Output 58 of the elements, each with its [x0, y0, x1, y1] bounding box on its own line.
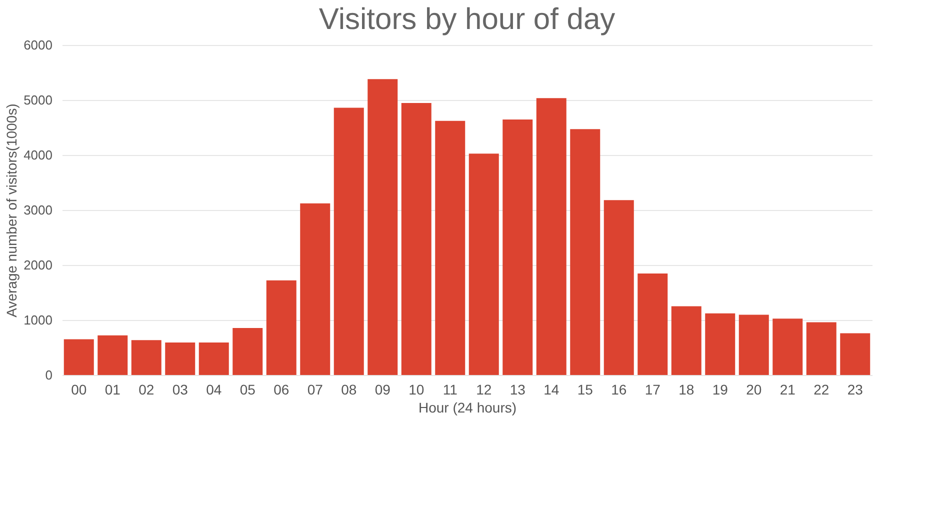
bar	[468, 154, 499, 375]
x-tick-label: 07	[307, 382, 324, 398]
y-axis-title: Average number of visitors(1000s)	[4, 104, 20, 318]
bar	[638, 274, 668, 375]
x-axis-title: Hour (24 hours)	[418, 400, 517, 416]
x-tick-label: 05	[240, 382, 256, 398]
x-tick-label: 15	[577, 382, 594, 398]
y-tick-label: 1000	[24, 312, 52, 328]
x-tick-label: 04	[206, 382, 222, 398]
bar	[98, 335, 128, 375]
y-tick-label: 4000	[24, 148, 52, 162]
x-tick-label: 14	[544, 382, 560, 398]
bar	[570, 129, 600, 375]
x-tick-label: 13	[510, 382, 526, 398]
x-tick-label: 12	[476, 382, 492, 398]
x-tick-label: 10	[408, 382, 424, 398]
bar	[806, 322, 836, 375]
bar	[738, 314, 769, 375]
bar	[705, 313, 736, 375]
bar	[232, 328, 263, 375]
bar	[435, 120, 466, 375]
bar	[131, 340, 162, 375]
chart-title: Visitors by hour of day	[318, 3, 616, 36]
y-tick-label: 0	[45, 368, 52, 382]
bar	[604, 200, 634, 375]
x-tick-label: 18	[678, 382, 694, 398]
x-tick-label: 21	[780, 382, 796, 398]
x-tick-label: 11	[442, 382, 458, 398]
bar	[368, 79, 398, 375]
y-tick-label: 2000	[24, 258, 52, 272]
x-tick-label: 19	[712, 382, 728, 398]
bar	[401, 103, 432, 375]
bar	[772, 318, 803, 375]
bar	[300, 203, 330, 375]
bar	[840, 333, 870, 375]
x-tick-label: 06	[274, 382, 290, 398]
bar	[502, 120, 533, 375]
x-tick-label: 08	[341, 382, 357, 398]
x-tick-label: 01	[104, 382, 121, 398]
y-tick-label: 6000	[24, 38, 52, 52]
x-tick-label: 09	[374, 382, 391, 398]
bar	[165, 342, 196, 375]
x-tick-label: 03	[172, 382, 188, 398]
bar	[334, 108, 364, 375]
bar	[536, 98, 566, 375]
x-tick-label: 17	[644, 382, 661, 398]
x-tick-label: 23	[847, 382, 864, 398]
bar	[198, 342, 229, 375]
y-tick-label: 3000	[24, 202, 52, 218]
x-tick-label: 22	[814, 382, 830, 398]
bar	[64, 339, 94, 375]
x-tick-label: 02	[138, 382, 154, 398]
x-tick-label: 20	[746, 382, 762, 398]
y-tick-label: 5000	[24, 92, 52, 108]
bar	[671, 306, 702, 375]
x-tick-label: 00	[71, 382, 87, 398]
x-tick-label: 16	[611, 382, 627, 398]
bar	[266, 280, 296, 375]
